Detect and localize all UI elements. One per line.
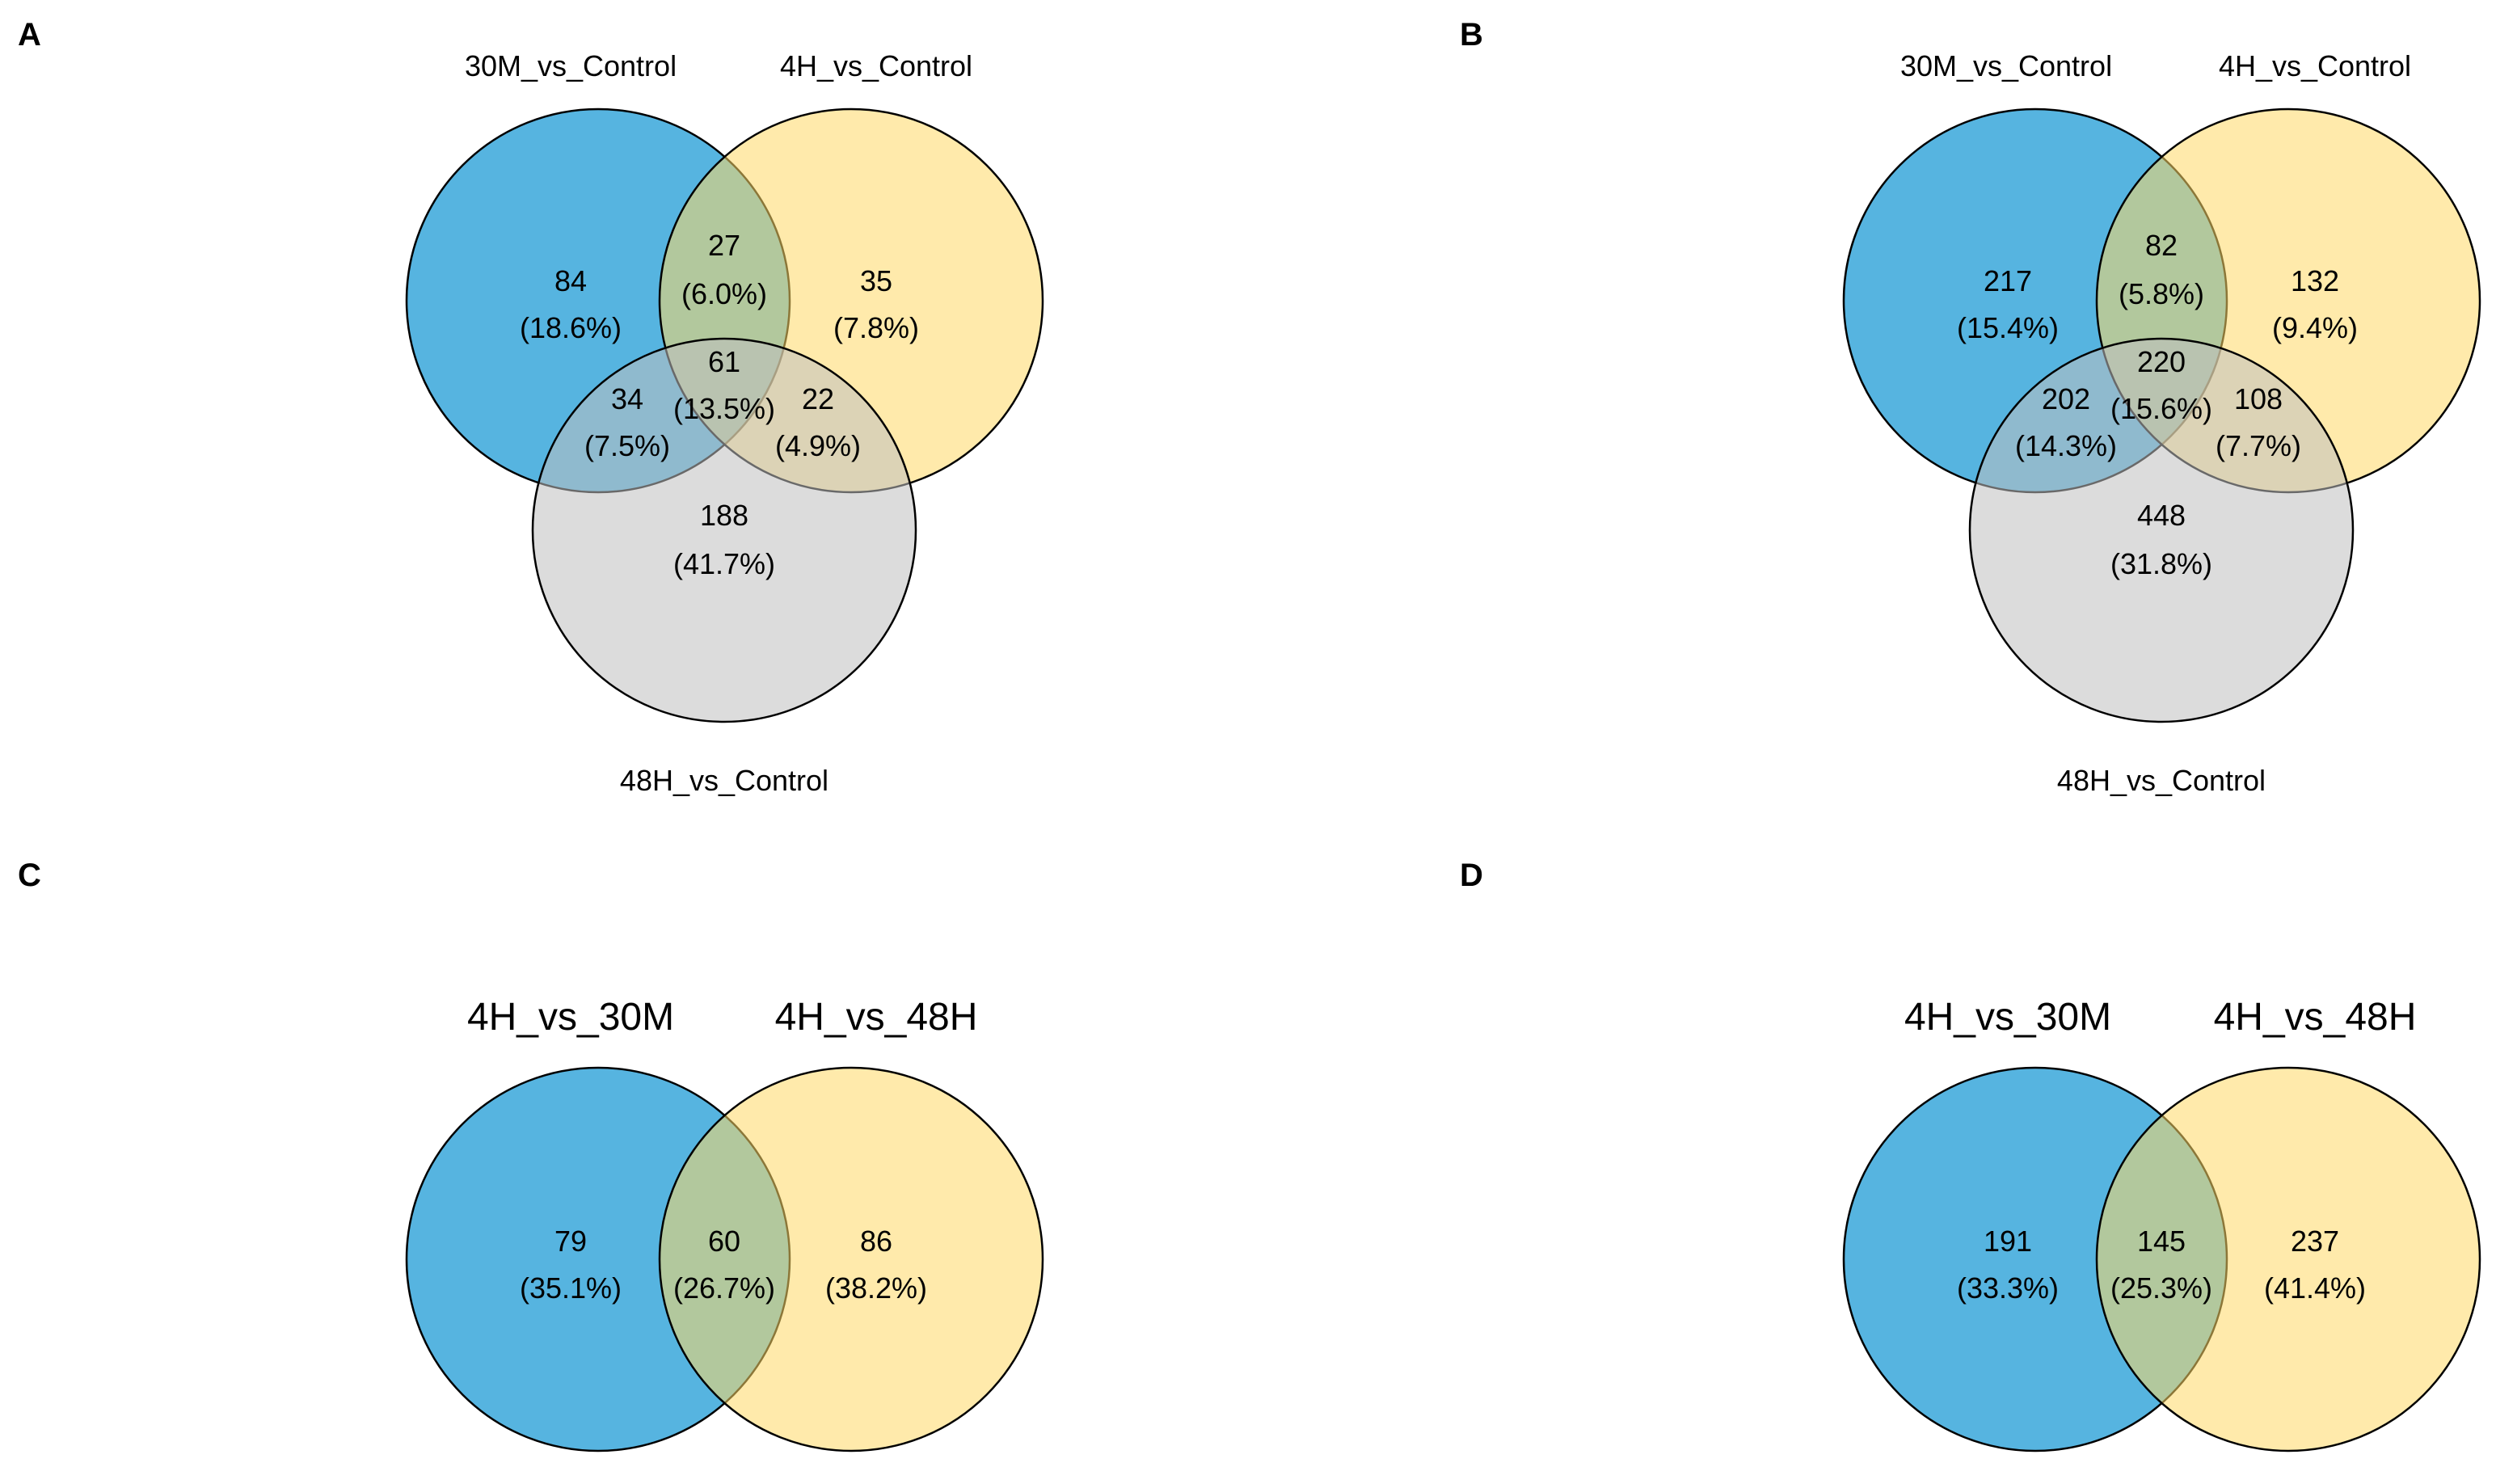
- panel-a-set1-label: 30M_vs_Control: [465, 49, 677, 82]
- panel-b-only3-percent: (31.8%): [2110, 547, 2212, 580]
- panel-a-letter: A: [18, 17, 41, 53]
- panel-c-only1-count: 79: [554, 1225, 587, 1258]
- panel-a-circle-set3: [531, 337, 917, 723]
- panel-d: D 4H_vs_30M 4H_vs_48H 191 (33.3%) 145 (2…: [1460, 858, 2481, 1452]
- panel-a-s12-count: 27: [708, 229, 740, 262]
- panel-b-letter: B: [1460, 17, 1483, 53]
- panel-a-s123-count: 61: [708, 345, 740, 378]
- panel-c-only2-percent: (38.2%): [825, 1271, 927, 1305]
- panel-a-s23-percent: (4.9%): [775, 429, 861, 462]
- panel-b-set1-label: 30M_vs_Control: [1900, 49, 2112, 82]
- panel-b-only3-count: 448: [2137, 499, 2186, 532]
- panel-c-s12-count: 60: [708, 1225, 740, 1258]
- panel-a-only2-percent: (7.8%): [833, 311, 919, 344]
- panel-b-only2-count: 132: [2291, 264, 2339, 297]
- panel-a-s13-percent: (7.5%): [584, 429, 670, 462]
- panel-b-s23-count: 108: [2234, 382, 2283, 415]
- panel-a-only3-percent: (41.7%): [673, 547, 775, 580]
- panel-c-s12-percent: (26.7%): [673, 1271, 775, 1305]
- panel-d-only2-percent: (41.4%): [2264, 1271, 2366, 1305]
- panel-b: B 30M_vs_Control 4H_vs_Control 48H_vs_Co…: [1460, 17, 2481, 797]
- panel-b-only1-count: 217: [1984, 264, 2032, 297]
- panel-a-s12-percent: (6.0%): [681, 277, 767, 310]
- panel-d-only1-count: 191: [1984, 1225, 2032, 1258]
- panel-b-only1-percent: (15.4%): [1957, 311, 2059, 344]
- panel-c-set1-label: 4H_vs_30M: [467, 996, 674, 1039]
- panel-b-set2-label: 4H_vs_Control: [2219, 49, 2411, 82]
- panel-d-circle-set2: [2095, 1066, 2481, 1452]
- panel-d-set2-label: 4H_vs_48H: [2214, 996, 2417, 1039]
- panel-a-only3-count: 188: [700, 499, 748, 532]
- panel-b-only2-percent: (9.4%): [2272, 311, 2358, 344]
- panel-a-only2-count: 35: [860, 264, 892, 297]
- panel-d-only1-percent: (33.3%): [1957, 1271, 2059, 1305]
- panel-d-letter: D: [1460, 858, 1483, 893]
- panel-a-set2-label: 4H_vs_Control: [780, 49, 972, 82]
- panel-a-only1-count: 84: [554, 264, 587, 297]
- panel-c-only2-count: 86: [860, 1225, 892, 1258]
- panel-a-s13-count: 34: [611, 382, 643, 415]
- panel-c-set2-label: 4H_vs_48H: [775, 996, 978, 1039]
- panel-a-s23-count: 22: [802, 382, 834, 415]
- panel-a: A 30M_vs_Control 4H_vs_Control 48H_vs_Co…: [18, 17, 1044, 797]
- panel-b-s123-count: 220: [2137, 345, 2186, 378]
- panel-b-set3-label: 48H_vs_Control: [2057, 764, 2266, 797]
- panel-b-s23-percent: (7.7%): [2216, 429, 2301, 462]
- panel-a-set3-label: 48H_vs_Control: [620, 764, 828, 797]
- panel-c-circle-set2: [658, 1066, 1044, 1452]
- panel-b-s13-count: 202: [2042, 382, 2090, 415]
- panel-a-only1-percent: (18.6%): [520, 311, 622, 344]
- panel-b-s12-percent: (5.8%): [2119, 277, 2204, 310]
- panel-b-s123-percent: (15.6%): [2110, 392, 2212, 425]
- panel-d-s12-percent: (25.3%): [2110, 1271, 2212, 1305]
- panel-d-set1-label: 4H_vs_30M: [1904, 996, 2111, 1039]
- panel-d-s12-count: 145: [2137, 1225, 2186, 1258]
- panel-c-letter: C: [18, 858, 41, 893]
- panel-b-circle-set3: [1968, 337, 2355, 723]
- panel-b-s13-percent: (14.3%): [2015, 429, 2117, 462]
- panel-a-s123-percent: (13.5%): [673, 392, 775, 425]
- panel-c-only1-percent: (35.1%): [520, 1271, 622, 1305]
- panel-d-only2-count: 237: [2291, 1225, 2339, 1258]
- panel-b-s12-count: 82: [2145, 229, 2178, 262]
- panel-c: C 4H_vs_30M 4H_vs_48H 79 (35.1%) 60 (26.…: [18, 858, 1044, 1452]
